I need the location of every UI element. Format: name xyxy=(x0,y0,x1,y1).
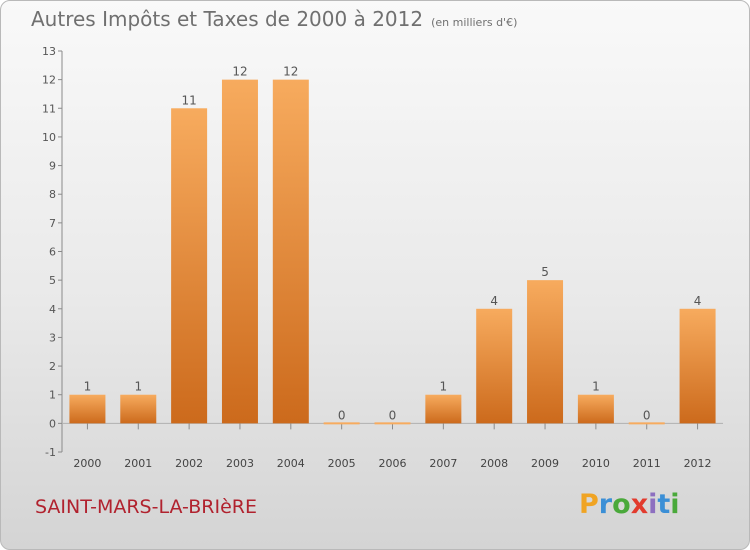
x-tick-label: 2000 xyxy=(73,457,101,470)
logo-letter: x xyxy=(630,489,649,520)
chart-title: Autres Impôts et Taxes de 2000 à 2012 (en… xyxy=(31,7,517,31)
proxiti-logo: Proxiti xyxy=(579,489,680,520)
x-tick-label: 2007 xyxy=(429,457,457,470)
bar xyxy=(679,308,716,424)
data-label: 0 xyxy=(389,408,397,422)
data-label: 12 xyxy=(283,65,298,79)
data-label: 1 xyxy=(440,380,448,394)
logo-letter: i xyxy=(648,489,658,520)
data-label: 0 xyxy=(338,408,346,422)
bar xyxy=(476,308,513,424)
y-tick-label: 12 xyxy=(42,74,56,87)
y-tick-label: 6 xyxy=(49,246,56,259)
x-tick-label: 2003 xyxy=(226,457,254,470)
x-tick-label: 2005 xyxy=(328,457,356,470)
bar xyxy=(425,394,462,424)
x-tick-label: 2009 xyxy=(531,457,559,470)
data-label: 4 xyxy=(490,294,498,308)
bar xyxy=(374,422,411,425)
y-tick-label: 5 xyxy=(49,274,56,287)
logo-letter: t xyxy=(657,489,671,520)
x-tick-label: 2001 xyxy=(124,457,152,470)
y-tick-label: 0 xyxy=(49,417,56,430)
data-label: 1 xyxy=(84,380,92,394)
commune-name: SAINT-MARS-LA-BRIèRE xyxy=(35,496,257,518)
data-label: 4 xyxy=(694,294,702,308)
logo-letter: o xyxy=(612,489,631,520)
bar xyxy=(120,394,157,424)
y-tick-label: 10 xyxy=(42,131,56,144)
y-tick-label: 3 xyxy=(49,331,56,344)
x-tick-label: 2012 xyxy=(684,457,712,470)
bar xyxy=(69,394,106,424)
x-tick-label: 2008 xyxy=(480,457,508,470)
bar xyxy=(272,79,309,424)
logo-letter: i xyxy=(670,489,680,520)
data-label: 12 xyxy=(232,65,247,79)
data-label: 1 xyxy=(592,380,600,394)
y-tick-label: 9 xyxy=(49,160,56,173)
bar xyxy=(323,422,360,425)
bar xyxy=(628,422,665,425)
y-tick-label: 8 xyxy=(49,188,56,201)
logo-letter: r xyxy=(598,489,613,520)
bar xyxy=(221,79,258,424)
logo-letter: P xyxy=(579,489,599,520)
x-tick-label: 2004 xyxy=(277,457,305,470)
y-tick-label: 4 xyxy=(49,303,56,316)
data-label: 11 xyxy=(181,93,196,107)
unit-note: (en milliers d'€) xyxy=(431,16,518,29)
y-tick-label: 7 xyxy=(49,217,56,230)
bar xyxy=(171,108,208,424)
x-tick-label: 2002 xyxy=(175,457,203,470)
y-tick-label: -1 xyxy=(45,446,56,459)
x-tick-label: 2011 xyxy=(633,457,661,470)
data-label: 0 xyxy=(643,408,651,422)
data-label: 1 xyxy=(134,380,142,394)
data-label: 5 xyxy=(541,265,549,279)
bar xyxy=(527,280,564,424)
x-tick-label: 2010 xyxy=(582,457,610,470)
x-tick-label: 2006 xyxy=(379,457,407,470)
y-tick-label: 13 xyxy=(42,45,56,58)
y-tick-label: 2 xyxy=(49,360,56,373)
y-tick-label: 1 xyxy=(49,389,56,402)
bar xyxy=(577,394,614,424)
title-text: Autres Impôts et Taxes de 2000 à 2012 xyxy=(31,7,424,31)
y-tick-label: 11 xyxy=(42,102,56,115)
